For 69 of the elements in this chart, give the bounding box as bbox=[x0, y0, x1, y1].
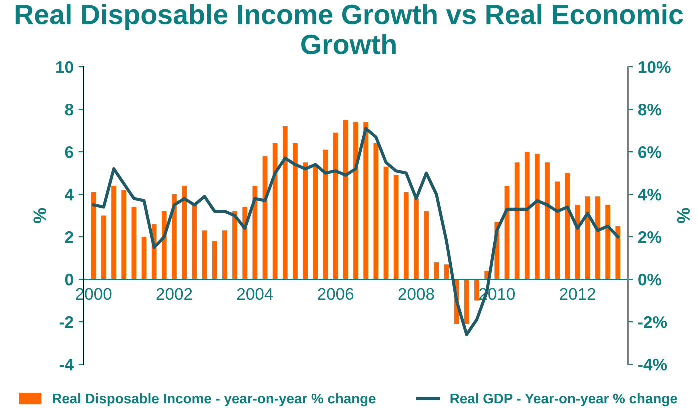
y-tick-label: 6 bbox=[65, 146, 74, 158]
y2-axis-title: % bbox=[677, 208, 690, 224]
bar bbox=[232, 212, 238, 280]
bar bbox=[91, 192, 96, 280]
bar bbox=[364, 122, 368, 280]
bar bbox=[424, 212, 429, 280]
y-tick-label: 0 bbox=[65, 274, 74, 286]
bar bbox=[293, 144, 298, 280]
bar bbox=[222, 230, 228, 280]
bar bbox=[434, 262, 440, 280]
bar bbox=[555, 182, 560, 280]
x-tick-label: 2008 bbox=[398, 288, 434, 300]
bar bbox=[212, 241, 218, 280]
bar bbox=[333, 132, 338, 280]
bar bbox=[474, 280, 480, 301]
y-tick-label: 8 bbox=[65, 104, 74, 116]
bar bbox=[374, 144, 379, 280]
y-tick-label: -2 bbox=[60, 316, 74, 328]
bar bbox=[142, 237, 147, 280]
bar bbox=[354, 122, 358, 280]
y-axis-title: % bbox=[34, 208, 46, 224]
y2-tick-label: -2% bbox=[638, 316, 668, 328]
bar bbox=[252, 186, 258, 280]
y2-tick-label: 6% bbox=[638, 146, 662, 158]
y2-tick-label: 10% bbox=[638, 61, 671, 74]
bar bbox=[242, 207, 248, 280]
y2-tick-label: 4% bbox=[638, 188, 662, 201]
bar bbox=[414, 198, 419, 280]
x-tick-label: 2006 bbox=[318, 288, 354, 300]
bar bbox=[112, 186, 116, 280]
legend-label: Real GDP - Year-on-year % change bbox=[450, 393, 678, 406]
bar bbox=[282, 126, 288, 280]
bar bbox=[182, 186, 187, 280]
y2-tick-label: -4% bbox=[638, 358, 668, 371]
bar bbox=[313, 164, 318, 280]
bar bbox=[132, 207, 137, 280]
bar bbox=[514, 162, 520, 280]
x-tick-label: 2012 bbox=[560, 288, 596, 300]
y-tick-label: -4 bbox=[60, 359, 74, 371]
bar bbox=[394, 175, 399, 280]
bar bbox=[585, 196, 590, 280]
bar bbox=[343, 120, 348, 280]
bar bbox=[524, 152, 530, 280]
bar bbox=[616, 226, 621, 280]
y2-tick-label: 2% bbox=[638, 231, 662, 244]
bar bbox=[122, 190, 127, 280]
bar bbox=[444, 264, 450, 280]
bar bbox=[596, 196, 600, 280]
y-tick-label: 10 bbox=[56, 61, 74, 74]
bar bbox=[464, 280, 470, 324]
y-tick-label: 2 bbox=[65, 231, 74, 244]
bar bbox=[102, 216, 106, 280]
bar bbox=[606, 205, 610, 280]
bar bbox=[384, 166, 389, 280]
y2-tick-label: 0% bbox=[638, 274, 662, 286]
bar bbox=[172, 194, 177, 280]
y2-tick-label: 8% bbox=[638, 104, 662, 116]
bar bbox=[192, 205, 198, 280]
x-tick-label: 2002 bbox=[156, 288, 192, 300]
bar bbox=[545, 162, 550, 280]
bar bbox=[404, 192, 409, 280]
bar bbox=[303, 162, 308, 280]
legend-label: Real Disposable Income - year-on-year % change bbox=[53, 393, 376, 406]
chart-title: Real Disposable Income Growth vs Real Economic Growth bbox=[16, 4, 684, 55]
y-tick-label: 4 bbox=[65, 189, 74, 201]
bar bbox=[535, 154, 540, 280]
bar bbox=[202, 230, 208, 280]
x-tick-label: 2004 bbox=[237, 288, 274, 300]
bar bbox=[323, 150, 328, 280]
